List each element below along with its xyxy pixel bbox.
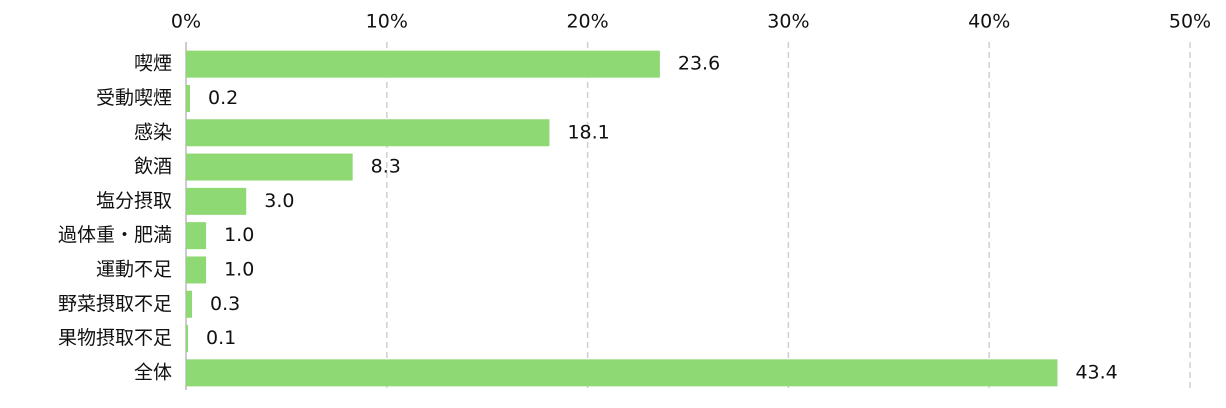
value-label: 1.0 xyxy=(224,224,254,246)
y-tick-label: 過体重・肥満 xyxy=(58,224,172,246)
y-tick-label: 塩分摂取 xyxy=(96,190,172,212)
bar xyxy=(186,290,193,318)
bar xyxy=(186,359,1058,387)
x-tick-label: 20% xyxy=(566,11,608,33)
y-tick-label: 野菜摂取不足 xyxy=(58,293,172,315)
value-label: 23.6 xyxy=(678,53,720,75)
y-tick-label: 運動不足 xyxy=(96,258,172,280)
y-tick-label: 全体 xyxy=(134,361,172,383)
bar xyxy=(186,325,189,353)
value-label: 0.2 xyxy=(208,87,238,109)
y-tick-label: 受動喫煙 xyxy=(96,87,172,109)
x-tick-label: 40% xyxy=(968,11,1010,33)
bar xyxy=(186,84,191,112)
value-label: 18.1 xyxy=(567,121,609,143)
value-label: 0.1 xyxy=(206,327,236,349)
value-label: 0.3 xyxy=(210,293,240,315)
y-tick-label: 飲酒 xyxy=(134,156,172,178)
x-tick-label: 0% xyxy=(171,11,201,33)
bar xyxy=(186,256,207,284)
value-label: 3.0 xyxy=(264,190,294,212)
value-label: 43.4 xyxy=(1075,361,1117,383)
y-tick-label: 果物摂取不足 xyxy=(58,327,172,349)
value-label: 1.0 xyxy=(224,258,254,280)
bar xyxy=(186,50,660,78)
bar xyxy=(186,119,550,147)
y-tick-label: 喫煙 xyxy=(134,53,172,75)
y-tick-label: 感染 xyxy=(134,121,172,143)
value-label: 8.3 xyxy=(371,156,401,178)
x-tick-label: 10% xyxy=(366,11,408,33)
x-tick-label: 50% xyxy=(1169,11,1211,33)
bar xyxy=(186,187,247,215)
x-tick-label: 30% xyxy=(767,11,809,33)
bar xyxy=(186,153,353,181)
bar xyxy=(186,222,207,250)
